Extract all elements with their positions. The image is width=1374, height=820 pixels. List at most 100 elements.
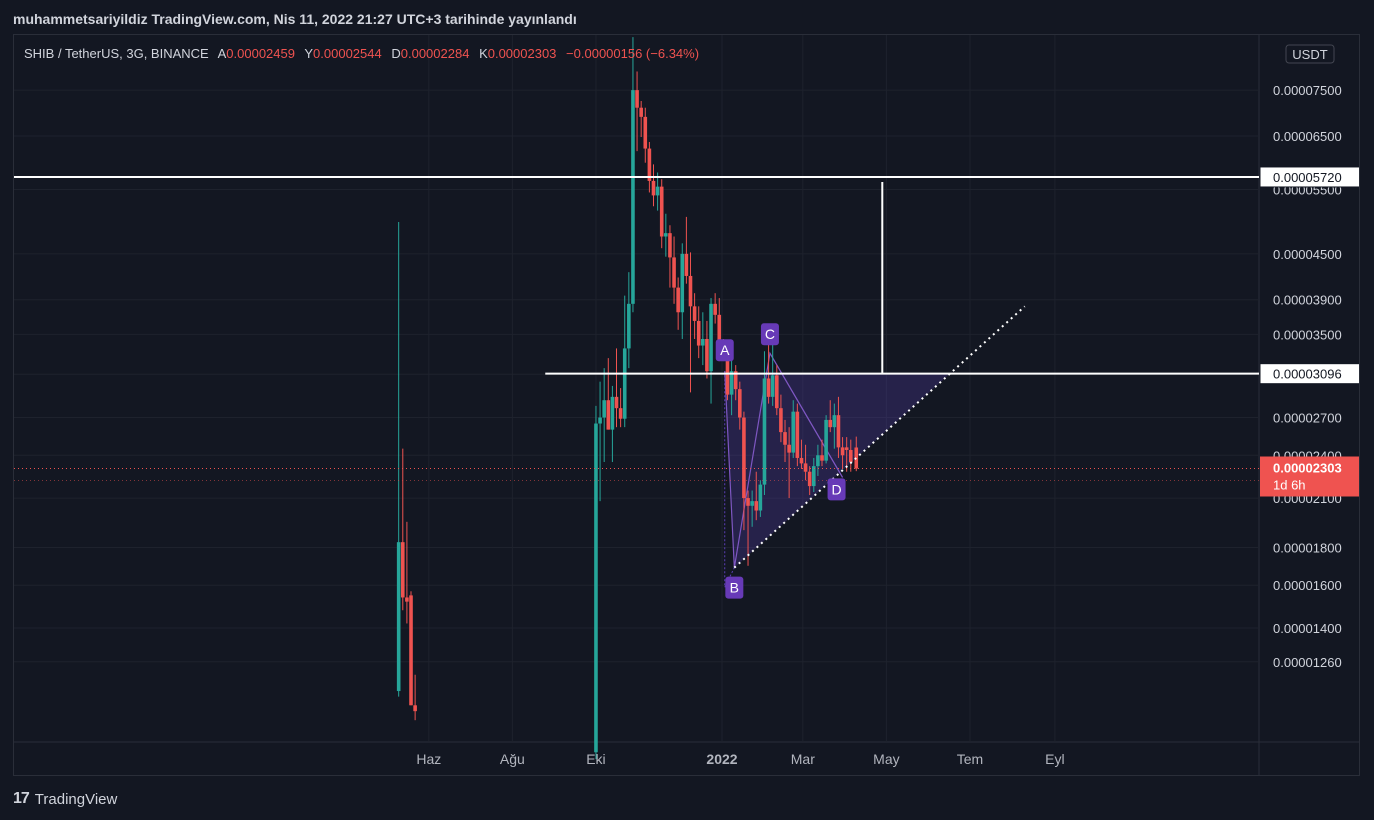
candle-body bbox=[676, 287, 680, 313]
pattern-point-label: D bbox=[831, 481, 841, 497]
candle-body bbox=[783, 432, 787, 445]
candle-body bbox=[791, 411, 796, 453]
triangle-fill bbox=[724, 373, 950, 568]
candle-body bbox=[400, 542, 405, 598]
open-label: A bbox=[217, 46, 227, 61]
level-price-badge[interactable] bbox=[1259, 166, 1360, 188]
candle-body bbox=[594, 423, 598, 753]
high-value: 0.00002544 bbox=[313, 46, 382, 61]
low-value: 0.00002284 bbox=[400, 46, 470, 61]
y-tick-label: 0.00003900 bbox=[1273, 293, 1342, 308]
candle-body bbox=[688, 275, 693, 307]
candle-body bbox=[672, 257, 676, 288]
candle-body bbox=[659, 186, 664, 237]
candle-body bbox=[627, 303, 631, 349]
y-tick-label: 0.00007500 bbox=[1273, 83, 1342, 98]
candle-body bbox=[680, 253, 685, 313]
y-tick-label: 0.00004500 bbox=[1273, 247, 1342, 262]
symbol-legend: SHIB / TetherUS, 3G, BINANCE A0.00002459… bbox=[24, 46, 699, 61]
candle-body bbox=[647, 148, 652, 181]
y-tick-label: 0.00003500 bbox=[1273, 327, 1342, 342]
candle-body bbox=[828, 419, 833, 428]
ascending-trendline[interactable] bbox=[733, 305, 1026, 569]
candle-body bbox=[758, 484, 763, 511]
candle-body bbox=[684, 253, 689, 276]
candle-body bbox=[618, 408, 623, 419]
candle-body bbox=[754, 501, 759, 511]
close-value: 0.00002303 bbox=[487, 46, 557, 61]
candle-body bbox=[602, 400, 606, 418]
candle-body bbox=[820, 455, 824, 461]
last-price-badge[interactable] bbox=[1260, 456, 1360, 497]
candle-body bbox=[692, 306, 697, 321]
pattern-point-badge[interactable] bbox=[715, 339, 734, 362]
y-tick-label: 0.00001800 bbox=[1273, 540, 1342, 555]
candle-body bbox=[606, 400, 611, 430]
candlestick-chart[interactable]: Haz Ağu Eki 2022 Mar May Tem Eyl0.000012600.000… bbox=[14, 35, 1360, 776]
y-tick-label: 0.00001400 bbox=[1273, 621, 1342, 636]
candle-body bbox=[696, 320, 701, 346]
y-tick-label: 0.00002700 bbox=[1273, 411, 1342, 426]
currency-badge[interactable] bbox=[1285, 44, 1335, 64]
candle-body bbox=[844, 447, 849, 450]
x-tick-label: Eyl bbox=[1045, 751, 1064, 767]
candle-body bbox=[746, 498, 750, 506]
pattern-point-label: A bbox=[720, 342, 730, 358]
candle-body bbox=[848, 449, 853, 463]
x-tick-label: Ağu bbox=[500, 751, 525, 767]
candle-body bbox=[664, 233, 668, 237]
y-tick-label: 0.00001600 bbox=[1273, 578, 1342, 593]
candle-body bbox=[770, 375, 775, 397]
candle-body bbox=[787, 444, 791, 453]
pattern-point-label: C bbox=[765, 326, 775, 342]
candle-body bbox=[799, 457, 804, 464]
candle-body bbox=[729, 371, 734, 395]
candle-body bbox=[803, 463, 808, 472]
candle-body bbox=[655, 186, 660, 196]
candle-body bbox=[635, 90, 639, 108]
candle-body bbox=[622, 348, 627, 419]
pattern-point-badge[interactable] bbox=[760, 323, 779, 346]
candle-body bbox=[762, 378, 767, 485]
x-tick-label: Haz bbox=[416, 751, 441, 767]
y-tick-label: 0.00001260 bbox=[1273, 655, 1342, 670]
candle-body bbox=[742, 417, 746, 499]
candle-body bbox=[795, 411, 800, 458]
brand-name[interactable]: TradingView bbox=[34, 790, 118, 808]
change-value: −0.00000156 (−6.34%) bbox=[566, 46, 700, 61]
publish-info: muhammetsariyildiz TradingView.com, Nis … bbox=[0, 0, 1374, 34]
level-price-badge[interactable] bbox=[1259, 363, 1360, 385]
candle-body bbox=[598, 417, 602, 424]
candle-body bbox=[405, 597, 409, 602]
level-price-label: 0.00005720 bbox=[1273, 170, 1342, 185]
pattern-point-badge[interactable] bbox=[827, 478, 846, 501]
candle-body bbox=[643, 116, 648, 149]
chart-area[interactable]: Haz Ağu Eki 2022 Mar May Tem Eyl 0.00001260 0.000… bbox=[13, 34, 1360, 776]
candle-body bbox=[824, 419, 828, 461]
candle-body bbox=[750, 501, 754, 506]
x-tick-label: 2022 bbox=[706, 751, 737, 767]
symbol-name[interactable]: SHIB / TetherUS, 3G, BINANCE bbox=[24, 46, 209, 61]
candle-body bbox=[713, 303, 717, 315]
candle-body bbox=[409, 595, 413, 706]
footer: 17 TradingView bbox=[13, 788, 117, 810]
x-tick-label: May bbox=[873, 751, 899, 767]
candle-body bbox=[614, 396, 619, 409]
candle-body bbox=[766, 378, 771, 397]
candle-body bbox=[631, 90, 635, 304]
candle-body bbox=[775, 375, 779, 409]
pattern-point-badge[interactable] bbox=[725, 576, 744, 599]
candle-body bbox=[701, 338, 705, 346]
tradingview-logo-icon[interactable]: 17 bbox=[13, 790, 30, 807]
candle-body bbox=[651, 180, 656, 196]
x-tick-label: Mar bbox=[791, 751, 815, 767]
candle-body bbox=[717, 314, 722, 351]
currency-label: USDT bbox=[1292, 47, 1327, 62]
candle-body bbox=[738, 389, 742, 418]
low-label: D bbox=[391, 46, 401, 61]
candle-body bbox=[779, 408, 783, 433]
candle-body bbox=[836, 415, 841, 448]
pattern-point-label: B bbox=[730, 580, 739, 596]
y-tick-label: 0.00006500 bbox=[1273, 129, 1342, 144]
candle-body bbox=[811, 466, 816, 487]
